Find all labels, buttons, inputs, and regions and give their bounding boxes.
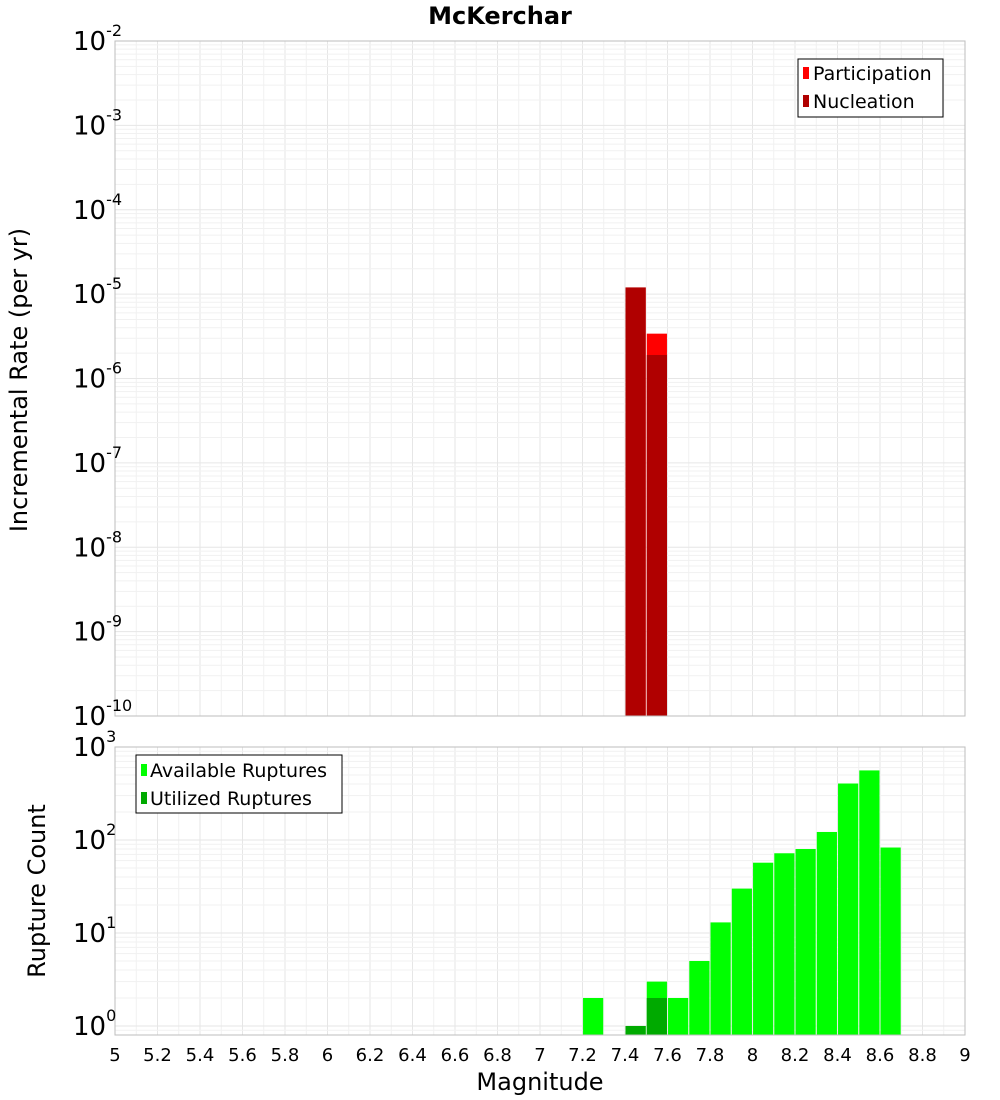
available-ruptures-legend-label: Available Ruptures [150, 760, 327, 782]
rate-y-tick-label: 10-6 [73, 359, 122, 395]
rate-bars [625, 287, 667, 716]
available-ruptures-bar [774, 853, 795, 1035]
rupture-count-y-tick-label: 100 [73, 1006, 116, 1042]
utilized-ruptures-legend-label: Utilized Ruptures [150, 788, 312, 810]
magnitude-x-tick-label: 8.8 [908, 1045, 937, 1066]
utilized-ruptures-bar [646, 997, 667, 1035]
magnitude-x-tick-label: 7.4 [611, 1045, 640, 1066]
magnitude-x-tick-label: 7 [534, 1045, 545, 1066]
nucleation-bar [646, 354, 667, 716]
rupture-count-legend: Available Ruptures Utilized Ruptures [135, 754, 343, 814]
rate-y-tick-label: 10-7 [73, 443, 122, 479]
rate-y-tick-labels: 10-10 10-9 10-8 10-7 10-6 10-5 10-4 10-3 10-2 [73, 21, 132, 732]
available-ruptures-bar [859, 770, 880, 1035]
rupture-count-y-tick-label: 102 [73, 820, 116, 856]
rupture-count-panel: 100 101 102 103 5 5.2 5.4 5.6 5.8 6 6.2 6.4 6.6 6.8 7… [23, 727, 971, 1096]
rate-legend: Participation Nucleation [797, 58, 944, 118]
available-ruptures-bar [795, 849, 816, 1035]
available-ruptures-bar [710, 922, 731, 1035]
rate-y-tick-label: 10-9 [73, 612, 122, 648]
nucleation-legend-swatch [803, 95, 809, 107]
magnitude-x-tick-label: 8.2 [781, 1045, 810, 1066]
participation-legend-swatch [803, 67, 809, 79]
magnitude-x-tick-label: 6 [322, 1045, 333, 1066]
magnitude-x-tick-label: 6.4 [398, 1045, 427, 1066]
available-ruptures-bar [583, 997, 604, 1035]
rupture-count-legend-box [135, 754, 343, 814]
rate-plot-frame [114, 40, 966, 717]
magnitude-x-tick-label: 8 [747, 1045, 758, 1066]
utilized-ruptures-legend-swatch [141, 792, 147, 804]
magnitude-x-tick-label: 7.8 [696, 1045, 725, 1066]
available-ruptures-legend-swatch [141, 764, 147, 776]
rate-y-tick-label: 10-8 [73, 527, 122, 563]
magnitude-x-tick-label: 7.2 [568, 1045, 597, 1066]
rate-y-tick-label: 10-10 [73, 696, 132, 732]
rate-grid [114, 40, 966, 717]
rupture-count-y-tick-label: 103 [73, 727, 116, 763]
rate-legend-box [797, 58, 944, 118]
rate-y-tick-label: 10-2 [73, 21, 122, 57]
rupture-count-y-tick-labels: 100 101 102 103 [73, 727, 116, 1042]
magnitude-x-tick-label: 6.8 [483, 1045, 512, 1066]
magnitude-x-tick-label: 9 [959, 1045, 970, 1066]
available-ruptures-bar [668, 997, 689, 1035]
rate-y-axis-label: Incremental Rate (per yr) [5, 228, 33, 532]
rupture-count-bars [583, 770, 901, 1035]
magnitude-x-tick-label: 6.2 [356, 1045, 385, 1066]
rupture-count-plot-frame [114, 746, 966, 1036]
nucleation-bar [625, 287, 646, 716]
magnitude-x-tick-label: 8.6 [866, 1045, 895, 1066]
magnitude-x-tick-label: 5.2 [143, 1045, 172, 1066]
rate-y-tick-label: 10-5 [73, 274, 122, 310]
available-ruptures-bar [689, 960, 710, 1035]
rate-panel: 10-10 10-9 10-8 10-7 10-6 10-5 10-4 10-3 10-2 In… [5, 21, 966, 732]
rate-y-tick-label: 10-3 [73, 105, 122, 141]
participation-legend-label: Participation [813, 63, 932, 85]
magnitude-x-tick-label: 6.6 [441, 1045, 470, 1066]
available-ruptures-bar [816, 831, 837, 1035]
available-ruptures-bar [838, 783, 859, 1035]
rupture-count-y-axis-label: Rupture Count [23, 804, 51, 978]
magnitude-x-tick-label: 7.6 [653, 1045, 682, 1066]
available-ruptures-bar [753, 862, 774, 1035]
chart-title: McKerchar [428, 2, 572, 30]
magnitude-x-tick-label: 5.6 [228, 1045, 257, 1066]
magnitude-x-tick-label: 5 [109, 1045, 120, 1066]
rupture-count-y-tick-label: 101 [73, 913, 116, 949]
utilized-ruptures-bar [625, 1025, 646, 1035]
magnitude-x-tick-labels: 5 5.2 5.4 5.6 5.8 6 6.2 6.4 6.6 6.8 7 7.2 7.4 7.6 7.8 8… [109, 1045, 970, 1066]
available-ruptures-bar [731, 888, 752, 1035]
magnitude-x-tick-label: 5.8 [271, 1045, 300, 1066]
magnitude-x-tick-label: 5.4 [186, 1045, 215, 1066]
magnitude-x-axis-label: Magnitude [476, 1068, 603, 1096]
magnitude-x-tick-label: 8.4 [823, 1045, 852, 1066]
available-ruptures-bar [880, 847, 901, 1035]
nucleation-legend-label: Nucleation [813, 91, 915, 113]
rate-y-tick-label: 10-4 [73, 190, 122, 226]
